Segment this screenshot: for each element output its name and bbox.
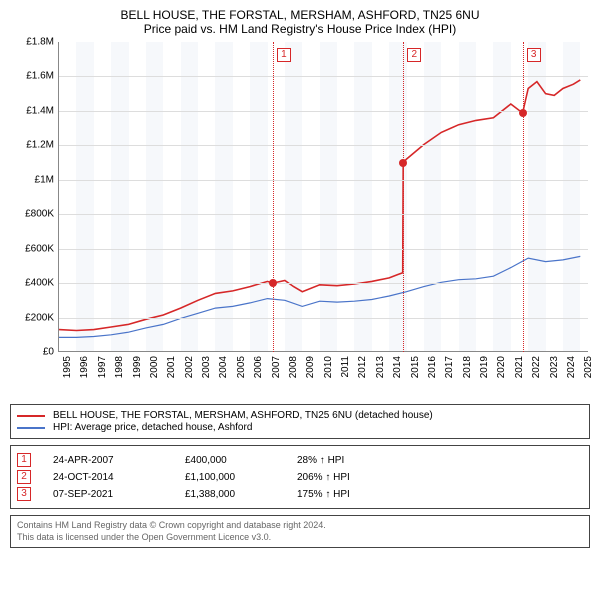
sale-date: 07-SEP-2021 [53,489,163,500]
sale-marker-box: 3 [527,48,541,62]
x-tick-label: 2024 [566,356,577,378]
sale-index-box: 2 [17,470,31,484]
x-axis: 1995 1996 1997 1998 1999 2000 2001 2002 2003 2004… [58,354,588,402]
attribution-footer: Contains HM Land Registry data © Crown c… [10,515,590,548]
x-tick-label: 1998 [114,356,125,378]
sale-marker-line [403,42,404,352]
legend-row: BELL HOUSE, THE FORSTAL, MERSHAM, ASHFOR… [17,410,583,421]
plot-area: 1 2 3 [58,42,588,352]
series-line [59,80,580,331]
x-tick-label: 2001 [166,356,177,378]
x-tick-label: 2015 [410,356,421,378]
footer-line2: This data is licensed under the Open Gov… [17,532,583,544]
x-tick-label: 1996 [79,356,90,378]
sale-row: 3 07-SEP-2021 £1,388,000 175% ↑ HPI [17,487,583,501]
gridline-horizontal [59,283,588,284]
x-tick-label: 2009 [305,356,316,378]
sale-row: 2 24-OCT-2014 £1,100,000 206% ↑ HPI [17,470,583,484]
x-tick-label: 2008 [288,356,299,378]
x-tick-label: 2000 [149,356,160,378]
x-tick-label: 2018 [462,356,473,378]
x-tick-label: 2025 [583,356,594,378]
gridline-horizontal [59,111,588,112]
y-tick-label: £1.4M [26,105,54,116]
x-tick-label: 2007 [271,356,282,378]
price-chart: £0 £200K £400K £600K £800K £1M £1.2M £1.4M £1.6M… [10,42,590,402]
gridline-horizontal [59,76,588,77]
gridline-horizontal [59,249,588,250]
x-tick-label: 2010 [323,356,334,378]
x-tick-label: 2017 [444,356,455,378]
chart-legend: BELL HOUSE, THE FORSTAL, MERSHAM, ASHFOR… [10,404,590,439]
sale-marker-dot [269,279,277,287]
legend-row: HPI: Average price, detached house, Ashf… [17,422,583,433]
sale-pct-vs-hpi: 206% ↑ HPI [297,472,397,483]
chart-lines [59,42,589,352]
gridline-horizontal [59,180,588,181]
sale-index-box: 1 [17,453,31,467]
y-tick-label: £600K [25,243,54,254]
sale-date: 24-APR-2007 [53,455,163,466]
y-tick-label: £1.8M [26,37,54,48]
y-tick-label: £800K [25,209,54,220]
x-tick-label: 1995 [62,356,73,378]
x-tick-label: 2004 [218,356,229,378]
y-axis: £0£200K£400K£600K£800K£1M£1.2M£1.4M£1.6M… [10,42,58,352]
sale-marker-box: 2 [407,48,421,62]
gridline-horizontal [59,214,588,215]
legend-swatch [17,427,45,429]
x-tick-label: 2011 [340,356,351,378]
sale-row: 1 24-APR-2007 £400,000 28% ↑ HPI [17,453,583,467]
x-tick-label: 2023 [549,356,560,378]
footer-line1: Contains HM Land Registry data © Crown c… [17,520,583,532]
y-tick-label: £0 [43,347,54,358]
sale-marker-dot [519,109,527,117]
legend-label: HPI: Average price, detached house, Ashf… [53,422,252,433]
y-tick-label: £400K [25,278,54,289]
x-tick-label: 1997 [97,356,108,378]
chart-title-address: BELL HOUSE, THE FORSTAL, MERSHAM, ASHFOR… [10,8,590,22]
x-tick-label: 2022 [531,356,542,378]
x-tick-label: 2014 [392,356,403,378]
x-tick-label: 2005 [236,356,247,378]
sale-pct-vs-hpi: 28% ↑ HPI [297,455,397,466]
gridline-horizontal [59,318,588,319]
x-tick-label: 2006 [253,356,264,378]
sale-price: £1,388,000 [185,489,275,500]
chart-title-subtitle: Price paid vs. HM Land Registry's House … [10,22,590,36]
x-tick-label: 2013 [375,356,386,378]
x-tick-label: 2019 [479,356,490,378]
legend-swatch [17,415,45,417]
x-tick-label: 2002 [184,356,195,378]
sale-date: 24-OCT-2014 [53,472,163,483]
x-tick-label: 2021 [514,356,525,378]
x-tick-label: 2016 [427,356,438,378]
sale-pct-vs-hpi: 175% ↑ HPI [297,489,397,500]
sale-marker-dot [399,159,407,167]
y-tick-label: £1.6M [26,71,54,82]
y-tick-label: £1M [35,174,54,185]
sale-marker-box: 1 [277,48,291,62]
sales-table: 1 24-APR-2007 £400,000 28% ↑ HPI 2 24-OCT-201… [10,445,590,509]
series-line [59,256,580,337]
gridline-horizontal [59,145,588,146]
y-tick-label: £1.2M [26,140,54,151]
x-tick-label: 2012 [357,356,368,378]
sale-marker-line [523,42,524,352]
sale-price: £1,100,000 [185,472,275,483]
x-tick-label: 2003 [201,356,212,378]
x-tick-label: 1999 [132,356,143,378]
sale-marker-line [273,42,274,352]
sale-price: £400,000 [185,455,275,466]
sale-index-box: 3 [17,487,31,501]
legend-label: BELL HOUSE, THE FORSTAL, MERSHAM, ASHFOR… [53,410,433,421]
y-tick-label: £200K [25,312,54,323]
x-tick-label: 2020 [496,356,507,378]
